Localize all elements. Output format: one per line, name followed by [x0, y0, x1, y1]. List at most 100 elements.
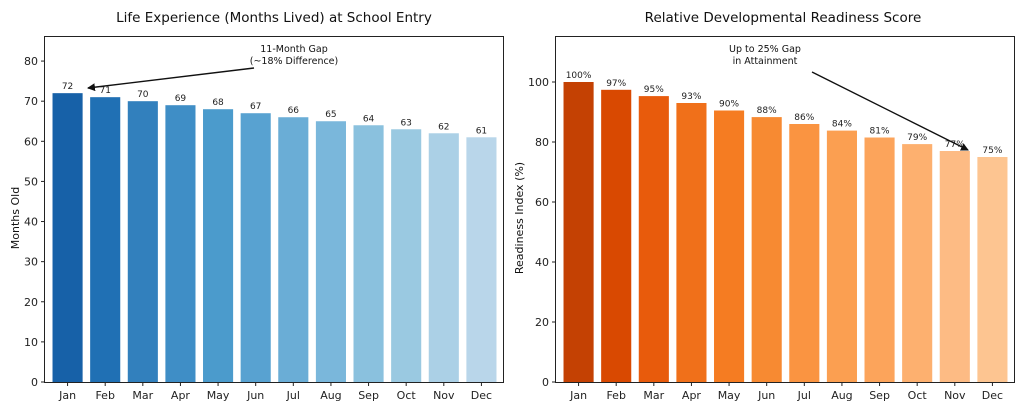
y-axis-label: Months Old	[9, 187, 22, 249]
x-tick-label: Jul	[797, 389, 811, 402]
x-tick-label: Jul	[286, 389, 300, 402]
bar-sep	[864, 137, 895, 382]
y-tick-label: 20	[535, 316, 549, 329]
bar-oct	[391, 129, 422, 382]
gap-annotation: Up to 25% Gap in Attainment	[729, 44, 969, 151]
data-label: 61	[476, 126, 487, 136]
data-label: 100%	[566, 71, 592, 81]
annotation-line-2: (~18% Difference)	[250, 56, 338, 67]
y-tick-label: 30	[24, 256, 38, 269]
readiness-score-chart: Relative Developmental Readiness Score R…	[513, 10, 1015, 402]
data-label: 95%	[644, 85, 664, 95]
y-tick-label: 0	[542, 376, 549, 389]
y-tick-label: 60	[24, 135, 38, 148]
data-label: 69	[175, 94, 187, 104]
chart-title: Relative Developmental Readiness Score	[645, 10, 922, 26]
bar-jul	[789, 124, 820, 382]
x-tick-label: Oct	[908, 389, 928, 402]
bar-may	[714, 110, 745, 382]
bar-oct	[902, 144, 933, 382]
data-label: 84%	[832, 120, 852, 130]
bar-nov	[428, 133, 459, 382]
bars	[563, 82, 1008, 383]
y-tick-label: 80	[535, 136, 549, 149]
plot-frame	[44, 36, 504, 383]
bars	[52, 93, 497, 383]
y-tick-label: 70	[24, 95, 38, 108]
x-tick-label: Aug	[320, 389, 341, 402]
data-label: 71	[99, 86, 110, 96]
y-axis-ticks: 0 10 20 30 40 50 60 70 80	[24, 55, 45, 389]
y-tick-label: 40	[24, 216, 38, 229]
bar-jan	[563, 82, 594, 382]
y-tick-label: 100	[528, 76, 549, 89]
data-label: 63	[400, 118, 411, 128]
y-tick-label: 0	[31, 376, 38, 389]
data-label: 62	[438, 122, 449, 132]
bar-sep	[353, 125, 384, 382]
y-tick-label: 10	[24, 336, 38, 349]
data-label: 66	[288, 106, 300, 116]
data-label: 93%	[681, 92, 701, 102]
bar-feb	[601, 89, 632, 383]
x-tick-label: Feb	[606, 389, 625, 402]
bar-jun	[751, 117, 782, 382]
x-tick-label: Mar	[132, 389, 153, 402]
x-tick-label: Nov	[433, 389, 455, 402]
data-label: 88%	[757, 106, 777, 116]
y-axis-label: Readiness Index (%)	[513, 162, 526, 274]
bar-apr	[676, 103, 707, 382]
x-tick-label: Nov	[944, 389, 966, 402]
x-tick-label: Feb	[95, 389, 114, 402]
months-lived-chart: Life Experience (Months Lived) at School…	[9, 10, 504, 402]
x-tick-label: May	[718, 389, 741, 402]
bar-jun	[240, 113, 271, 382]
bar-nov	[939, 151, 970, 382]
bar-mar	[638, 96, 669, 382]
data-labels: 100% 97% 95% 93% 90% 88% 86% 84% 81% 79% 77% 75%	[566, 71, 1003, 156]
annotation-arrow	[811, 71, 969, 151]
data-label: 97%	[606, 79, 626, 89]
data-label: 77%	[945, 140, 965, 150]
bar-jan	[52, 93, 83, 382]
data-label: 86%	[794, 113, 814, 123]
chart-title: Life Experience (Months Lived) at School…	[116, 10, 432, 26]
bar-mar	[127, 101, 158, 382]
x-tick-label: Dec	[982, 389, 1003, 402]
bar-dec	[977, 157, 1008, 382]
data-label: 65	[325, 110, 336, 120]
x-tick-label: Oct	[397, 389, 417, 402]
y-tick-label: 40	[535, 256, 549, 269]
bar-feb	[90, 97, 121, 383]
annotation-line-1: Up to 25% Gap	[729, 44, 801, 55]
data-label: 70	[137, 90, 149, 100]
x-tick-label: Jan	[58, 389, 76, 402]
data-label: 72	[62, 82, 73, 92]
x-tick-label: Sep	[358, 389, 379, 402]
data-label: 64	[363, 114, 375, 124]
x-tick-label: Sep	[869, 389, 890, 402]
x-tick-label: Jan	[569, 389, 587, 402]
bar-aug	[826, 130, 857, 382]
annotation-line-1: 11-Month Gap	[260, 44, 328, 55]
y-tick-label: 80	[24, 55, 38, 68]
x-tick-label: Mar	[643, 389, 664, 402]
annotation-arrow	[87, 67, 255, 92]
y-axis-ticks: 0 20 40 60 80 100	[528, 76, 556, 389]
y-tick-label: 60	[535, 196, 549, 209]
plot-frame	[555, 36, 1015, 383]
annotation-line-2: in Attainment	[733, 56, 798, 67]
x-tick-label: May	[207, 389, 230, 402]
data-labels: 72 71 70 69 68 67 66 65 64 63 62 61	[62, 82, 487, 136]
data-label: 68	[212, 98, 224, 108]
x-tick-label: Aug	[831, 389, 852, 402]
x-axis-ticks: Jan Feb Mar Apr May Jun Jul Aug Sep Oct Nov Dec	[569, 382, 1003, 402]
x-tick-label: Apr	[682, 389, 702, 402]
x-tick-label: Jun	[246, 389, 264, 402]
bar-apr	[165, 105, 196, 382]
bar-dec	[466, 137, 497, 382]
data-label: 79%	[907, 133, 927, 143]
data-label: 90%	[719, 100, 739, 110]
bar-jul	[278, 117, 309, 382]
